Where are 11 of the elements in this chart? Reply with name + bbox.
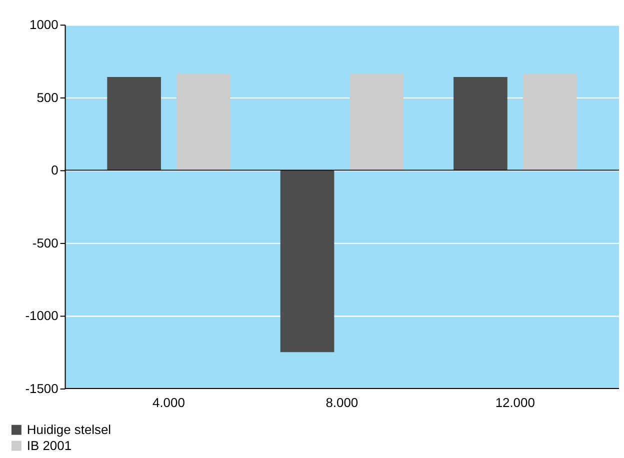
y-tick-label: 1000 [30, 17, 58, 32]
x-tick-label: 4.000 [152, 394, 185, 410]
x-tick-label: 12.000 [495, 394, 535, 410]
x-tick-label: 8.000 [326, 394, 358, 410]
y-tick-label: -500 [32, 235, 58, 250]
y-tick-label: -1000 [25, 308, 58, 324]
legend-label: IB 2001 [26, 438, 72, 453]
y-tick-label: 0 [51, 162, 58, 178]
legend-label: Huidige stelsel [26, 422, 112, 437]
y-tick-label: 500 [36, 90, 58, 105]
y-tick-label: -1500 [25, 380, 58, 396]
